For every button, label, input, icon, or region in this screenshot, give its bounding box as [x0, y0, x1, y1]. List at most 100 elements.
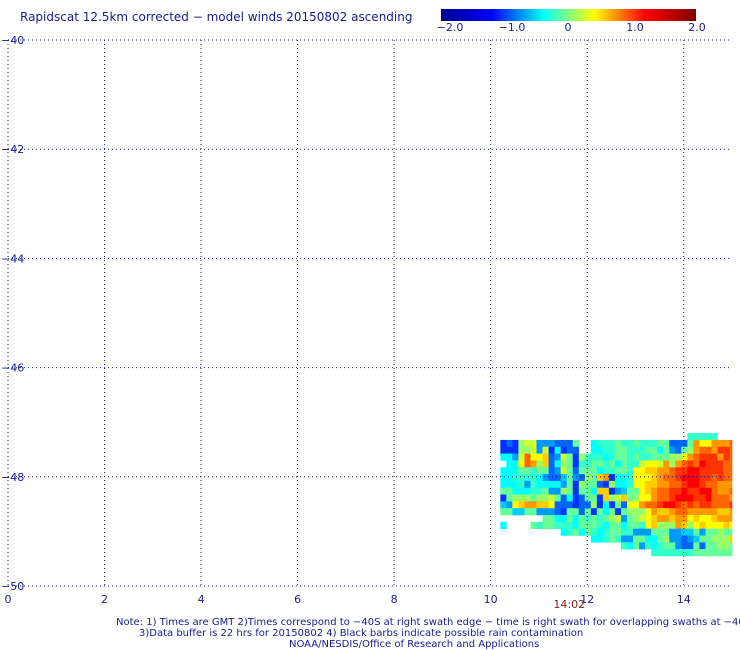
swath-cell: [663, 549, 669, 556]
swath-cell: [724, 501, 730, 508]
swath-cell: [645, 467, 651, 474]
swath-cell: [657, 460, 663, 467]
swath-cell: [518, 460, 524, 467]
swath-cell: [730, 542, 733, 549]
swath-cell: [555, 474, 561, 481]
swath-cell: [573, 460, 579, 467]
swath-cell: [693, 481, 699, 488]
swath-cell: [730, 460, 733, 467]
swath-cell: [675, 536, 681, 543]
swath-cell: [609, 474, 615, 481]
swath-cell: [663, 481, 669, 488]
swath-cell: [615, 495, 621, 502]
swath-cell: [561, 481, 567, 488]
swath-cell: [633, 501, 639, 508]
swath-cell: [609, 522, 615, 529]
swath-cell: [615, 536, 621, 543]
swath-cell: [711, 433, 717, 440]
swath-cell: [627, 536, 633, 543]
swath-cell: [657, 440, 663, 447]
swath-cell: [543, 454, 549, 461]
swath-cell: [524, 474, 530, 481]
swath-cell: [524, 460, 530, 467]
swath-cell: [627, 495, 633, 502]
swath-cell: [657, 447, 663, 454]
swath-cell: [718, 440, 724, 447]
swath-cell: [699, 515, 705, 522]
swath-cell: [681, 529, 687, 536]
swath-cell: [597, 495, 603, 502]
swath-cell: [567, 474, 573, 481]
swath-cell: [657, 495, 663, 502]
swath-cell: [718, 447, 724, 454]
swath-cell: [627, 447, 633, 454]
swath-cell: [543, 522, 549, 529]
swath-cell: [597, 536, 603, 543]
swath-cell: [597, 501, 603, 508]
swath-cell: [579, 488, 585, 495]
latitude-labels: −40−42−44−46−48−50: [1, 34, 24, 593]
swath-cell: [573, 508, 579, 515]
swath-cell: [579, 501, 585, 508]
swath-cell: [687, 522, 693, 529]
swath-cell: [669, 549, 675, 556]
swath-cell: [693, 508, 699, 515]
swath-cell: [549, 474, 555, 481]
swath-cell: [506, 460, 512, 467]
swath-cell: [518, 495, 524, 502]
swath-cell: [663, 536, 669, 543]
swath-cell: [615, 467, 621, 474]
swath-cell: [537, 447, 543, 454]
swath-cell: [512, 495, 518, 502]
swath-cell: [711, 481, 717, 488]
swath-cell: [633, 495, 639, 502]
swath-cell: [675, 529, 681, 536]
swath-cell: [591, 529, 597, 536]
swath-cell: [524, 488, 530, 495]
swath-cell: [585, 495, 591, 502]
swath-cell: [711, 508, 717, 515]
swath-cell: [711, 536, 717, 543]
swath-cell: [500, 454, 506, 461]
swath-cell: [573, 467, 579, 474]
swath-cell: [500, 508, 506, 515]
swath-cell: [518, 474, 524, 481]
swath-cell: [724, 481, 730, 488]
swath-cell: [669, 481, 675, 488]
swath-cell: [711, 501, 717, 508]
swath-cell: [633, 460, 639, 467]
swath-cell: [705, 529, 711, 536]
swath-cell: [657, 467, 663, 474]
swath-cell: [537, 454, 543, 461]
swath-cell: [681, 549, 687, 556]
swath-cell: [669, 522, 675, 529]
swath-cell: [597, 488, 603, 495]
swath-cell: [615, 501, 621, 508]
swath-cell: [609, 481, 615, 488]
swath-cell: [693, 467, 699, 474]
swath-cell: [561, 515, 567, 522]
swath-cell: [555, 515, 561, 522]
swath-cell: [718, 467, 724, 474]
swath-cell: [591, 501, 597, 508]
swath-cell: [724, 467, 730, 474]
swath-cell: [543, 508, 549, 515]
swath-cell: [724, 529, 730, 536]
swath-cell: [645, 522, 651, 529]
swath-cell: [609, 440, 615, 447]
swath-cell: [603, 447, 609, 454]
swath-cell: [651, 495, 657, 502]
swath-cell: [500, 522, 506, 529]
swath-cell: [530, 508, 536, 515]
swath-cell: [603, 508, 609, 515]
swath-cell: [543, 474, 549, 481]
swath-cell: [567, 501, 573, 508]
swath-cell: [573, 501, 579, 508]
swath-cell: [687, 481, 693, 488]
swath-cell: [699, 440, 705, 447]
swath-cell: [711, 460, 717, 467]
swath-cell: [524, 440, 530, 447]
swath-cell: [724, 495, 730, 502]
swath-cell: [603, 474, 609, 481]
swath-cell: [555, 447, 561, 454]
